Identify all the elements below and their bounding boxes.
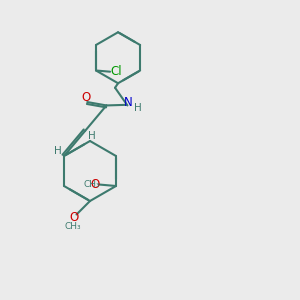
Text: H: H (53, 146, 61, 156)
Text: O: O (81, 91, 90, 104)
Text: H: H (134, 103, 142, 113)
Text: Cl: Cl (111, 65, 122, 79)
Text: CH₃: CH₃ (84, 180, 100, 189)
Text: O: O (70, 211, 79, 224)
Text: H: H (88, 131, 96, 141)
Text: N: N (124, 96, 133, 109)
Text: O: O (90, 178, 100, 191)
Text: CH₃: CH₃ (64, 222, 81, 231)
